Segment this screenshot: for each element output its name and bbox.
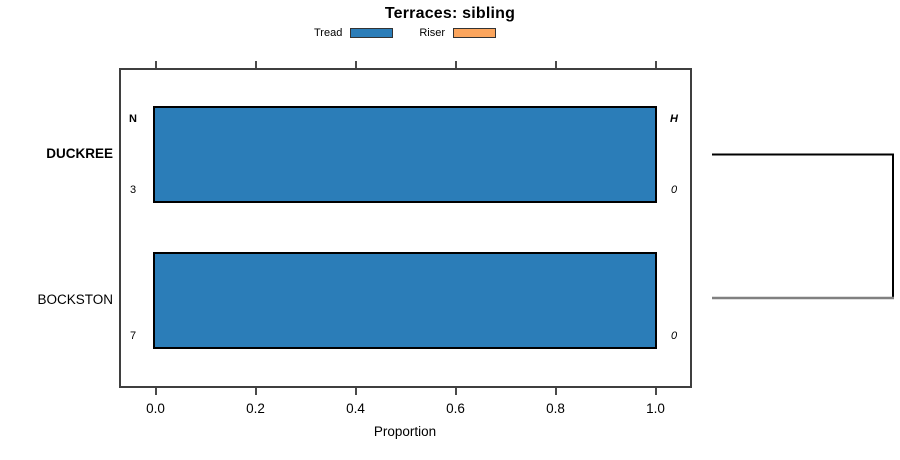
legend-item-riser: Riser [419, 27, 496, 39]
x-axis-tick-label: 0.6 [446, 401, 465, 416]
x-axis-tick-bottom [254, 388, 257, 395]
x-axis-tick-label: 1.0 [646, 401, 665, 416]
x-axis-tick-label: 0.0 [146, 401, 165, 416]
x-axis-tick-label: 0.2 [246, 401, 265, 416]
x-axis-tick-bottom [554, 388, 557, 395]
x-axis-tick-label: 0.8 [546, 401, 565, 416]
legend-label: Tread [314, 27, 343, 39]
bar-tread-duckree [153, 105, 657, 203]
x-axis-tick-bottom [454, 388, 457, 395]
legend-swatch-riser [453, 28, 496, 38]
bar-tread-bockston [153, 251, 657, 349]
x-axis-tick-top [654, 61, 657, 68]
chart-title: Terraces: sibling [384, 5, 516, 22]
category-label-bockston: BOCKSTON [37, 292, 113, 307]
category-label-duckree: DUCKREE [46, 146, 113, 161]
x-axis-tick-bottom [354, 388, 357, 395]
annotation-right-value: 0 [670, 184, 678, 196]
annotation-left-value: 3 [129, 184, 137, 196]
legend-label: Riser [419, 27, 445, 39]
x-axis-tick-top [154, 61, 157, 68]
annotation-left-value: 7 [129, 330, 137, 342]
x-axis-tick-bottom [154, 388, 157, 395]
x-axis-tick-top [454, 61, 457, 68]
annotation-left-header: N [129, 113, 137, 125]
x-axis-tick-bottom [654, 388, 657, 395]
x-axis-label: Proportion [373, 424, 437, 439]
annotation-right-header: H [670, 113, 678, 125]
x-axis-tick-top [354, 61, 357, 68]
x-axis-tick-label: 0.4 [346, 401, 365, 416]
legend-swatch-tread [350, 28, 394, 38]
x-axis-tick-top [254, 61, 257, 68]
legend: Tread Riser [314, 27, 496, 39]
x-axis-tick-top [554, 61, 557, 68]
annotation-right-value: 0 [670, 330, 678, 342]
legend-item-tread: Tread [314, 27, 394, 39]
